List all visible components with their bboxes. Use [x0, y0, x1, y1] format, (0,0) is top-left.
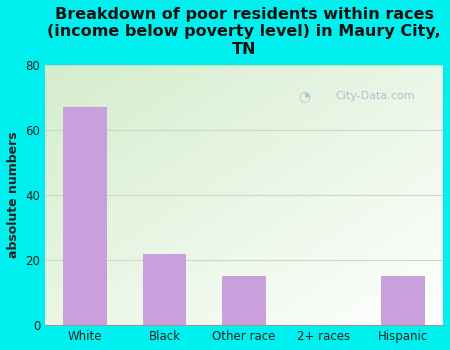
Text: City-Data.com: City-Data.com [336, 91, 415, 101]
Bar [63, 107, 107, 325]
Y-axis label: absolute numbers: absolute numbers [7, 132, 20, 258]
Bar [143, 254, 186, 325]
Text: ◔: ◔ [298, 89, 310, 103]
Bar [382, 276, 425, 325]
Bar [222, 276, 266, 325]
Title: Breakdown of poor residents within races
(income below poverty level) in Maury C: Breakdown of poor residents within races… [47, 7, 441, 57]
